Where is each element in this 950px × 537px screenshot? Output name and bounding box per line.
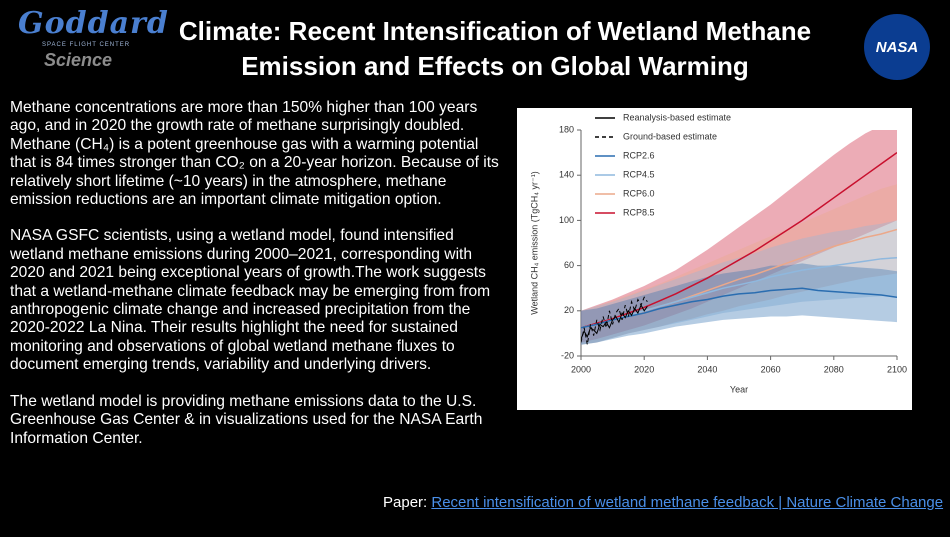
x-tick-label: 2020 bbox=[634, 364, 654, 374]
y-tick-label: 180 bbox=[559, 124, 574, 134]
paragraph: Methane concentrations are more than 150… bbox=[10, 99, 499, 209]
x-tick-label: 2000 bbox=[571, 364, 591, 374]
paragraph: The wetland model is providing methane e… bbox=[10, 392, 483, 447]
logo-subtitle: SPACE FLIGHT CENTER bbox=[42, 42, 131, 48]
legend-label: Reanalysis-based estimate bbox=[623, 112, 731, 122]
plot-area bbox=[581, 130, 897, 345]
y-tick-label: 60 bbox=[564, 260, 574, 270]
y-tick-label: 20 bbox=[564, 305, 574, 315]
legend-label: RCP8.5 bbox=[623, 207, 655, 217]
logo-science: Science bbox=[44, 50, 113, 70]
series-line bbox=[581, 256, 897, 329]
chart-panel: -20 20 60 100 140 180 2000 2020 2040 2060 2080 2100… bbox=[517, 108, 912, 410]
body-text: Methane concentrations are more than 150… bbox=[10, 99, 508, 466]
y-tick-label: 100 bbox=[559, 215, 574, 225]
paper-label: Paper: bbox=[383, 494, 428, 511]
paragraph: NASA GSFC scientists, using a wetland mo… bbox=[10, 227, 491, 374]
uncertainty-band bbox=[581, 130, 897, 343]
y-tick-label: 140 bbox=[559, 170, 574, 180]
legend-label: Ground-based estimate bbox=[623, 131, 717, 141]
paper-link[interactable]: Recent intensification of wetland methan… bbox=[431, 494, 944, 511]
logo-title: Goddard bbox=[18, 6, 169, 41]
x-tick-label: 2100 bbox=[887, 364, 907, 374]
title-line: Climate: Recent Intensification of Wetla… bbox=[178, 16, 812, 46]
x-axis-label: Year bbox=[730, 384, 748, 394]
y-axis-label: Wetland CH₄ emission (TgCH₄ yr⁻¹) bbox=[529, 171, 539, 314]
title-line: Emission and Effects on Global Warming bbox=[241, 51, 749, 81]
x-tick-label: 2060 bbox=[761, 364, 781, 374]
y-tick-label: -20 bbox=[561, 350, 574, 360]
uncertainty-band bbox=[581, 184, 897, 345]
x-tick-label: 2040 bbox=[697, 364, 717, 374]
title: Climate: Recent Intensification of Wetla… bbox=[130, 14, 860, 84]
nasa-logo: NASA bbox=[864, 14, 930, 80]
uncertainty-band bbox=[581, 263, 897, 345]
legend-label: RCP6.0 bbox=[623, 188, 655, 198]
nasa-text: NASA bbox=[875, 38, 919, 56]
legend-label: RCP4.5 bbox=[623, 169, 655, 179]
x-tick-label: 2080 bbox=[824, 364, 844, 374]
legend-label: RCP2.6 bbox=[623, 150, 655, 160]
footer: Paper: Recent intensification of wetland… bbox=[383, 494, 943, 511]
series-line bbox=[581, 303, 648, 340]
series-line bbox=[581, 287, 897, 329]
